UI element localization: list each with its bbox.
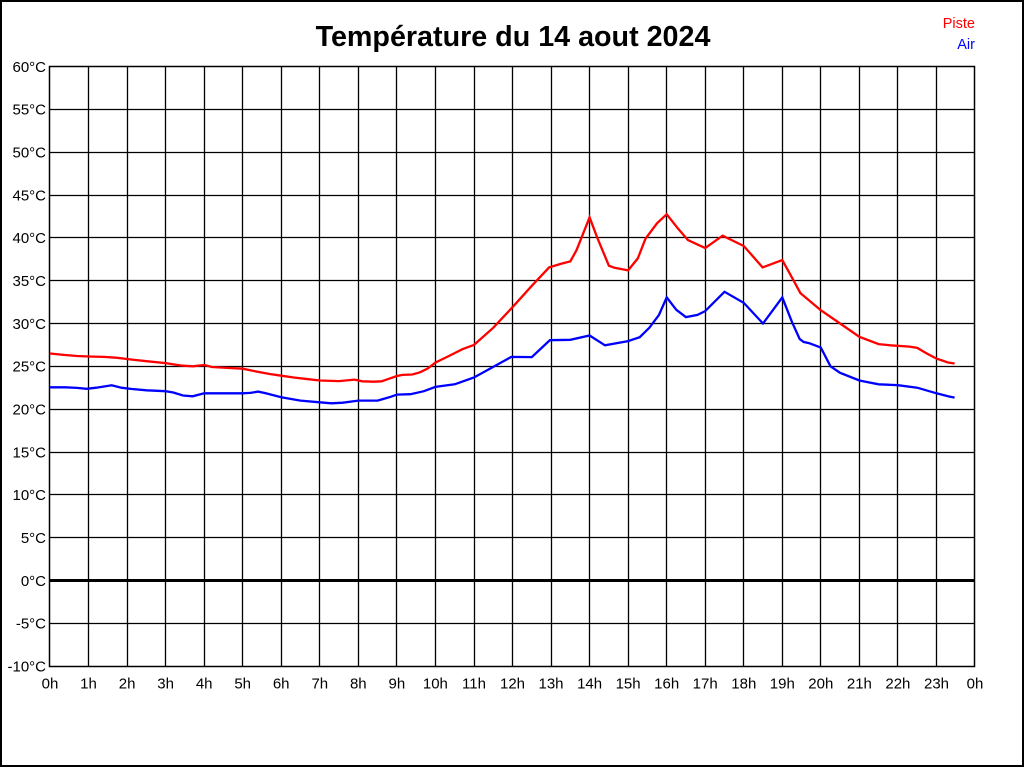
svg-text:0h: 0h <box>42 676 59 693</box>
svg-text:23h: 23h <box>924 676 949 693</box>
svg-text:20°C: 20°C <box>12 402 46 419</box>
svg-text:12h: 12h <box>500 676 525 693</box>
svg-text:0h: 0h <box>967 676 984 693</box>
svg-text:10h: 10h <box>423 676 448 693</box>
svg-text:-10°C: -10°C <box>7 659 46 676</box>
svg-text:30°C: 30°C <box>12 316 46 333</box>
svg-text:-5°C: -5°C <box>16 616 46 633</box>
svg-text:14h: 14h <box>577 676 602 693</box>
svg-text:60°C: 60°C <box>12 59 46 76</box>
svg-text:5°C: 5°C <box>21 530 46 547</box>
svg-text:4h: 4h <box>196 676 213 693</box>
svg-text:17h: 17h <box>693 676 718 693</box>
svg-text:8h: 8h <box>350 676 367 693</box>
svg-text:15h: 15h <box>616 676 641 693</box>
svg-text:3h: 3h <box>157 676 174 693</box>
svg-text:21h: 21h <box>847 676 872 693</box>
svg-text:5h: 5h <box>234 676 251 693</box>
svg-text:1h: 1h <box>80 676 97 693</box>
svg-text:25°C: 25°C <box>12 359 46 376</box>
svg-text:40°C: 40°C <box>12 230 46 247</box>
svg-text:45°C: 45°C <box>12 187 46 204</box>
svg-text:0°C: 0°C <box>21 573 46 590</box>
svg-text:55°C: 55°C <box>12 102 46 119</box>
svg-text:50°C: 50°C <box>12 144 46 161</box>
svg-text:20h: 20h <box>808 676 833 693</box>
svg-text:2h: 2h <box>119 676 136 693</box>
svg-text:11h: 11h <box>462 676 486 693</box>
svg-text:Température du 14 aout 2024: Température du 14 aout 2024 <box>316 21 711 53</box>
svg-text:13h: 13h <box>538 676 563 693</box>
svg-text:6h: 6h <box>273 676 290 693</box>
svg-text:10°C: 10°C <box>12 487 46 504</box>
svg-text:Piste: Piste <box>943 16 975 32</box>
svg-text:22h: 22h <box>885 676 910 693</box>
svg-text:7h: 7h <box>311 676 328 693</box>
svg-text:18h: 18h <box>731 676 756 693</box>
svg-text:Air: Air <box>957 37 975 53</box>
svg-text:9h: 9h <box>389 676 406 693</box>
svg-text:35°C: 35°C <box>12 273 46 290</box>
svg-text:15°C: 15°C <box>12 444 46 461</box>
svg-text:19h: 19h <box>770 676 795 693</box>
svg-text:16h: 16h <box>654 676 679 693</box>
